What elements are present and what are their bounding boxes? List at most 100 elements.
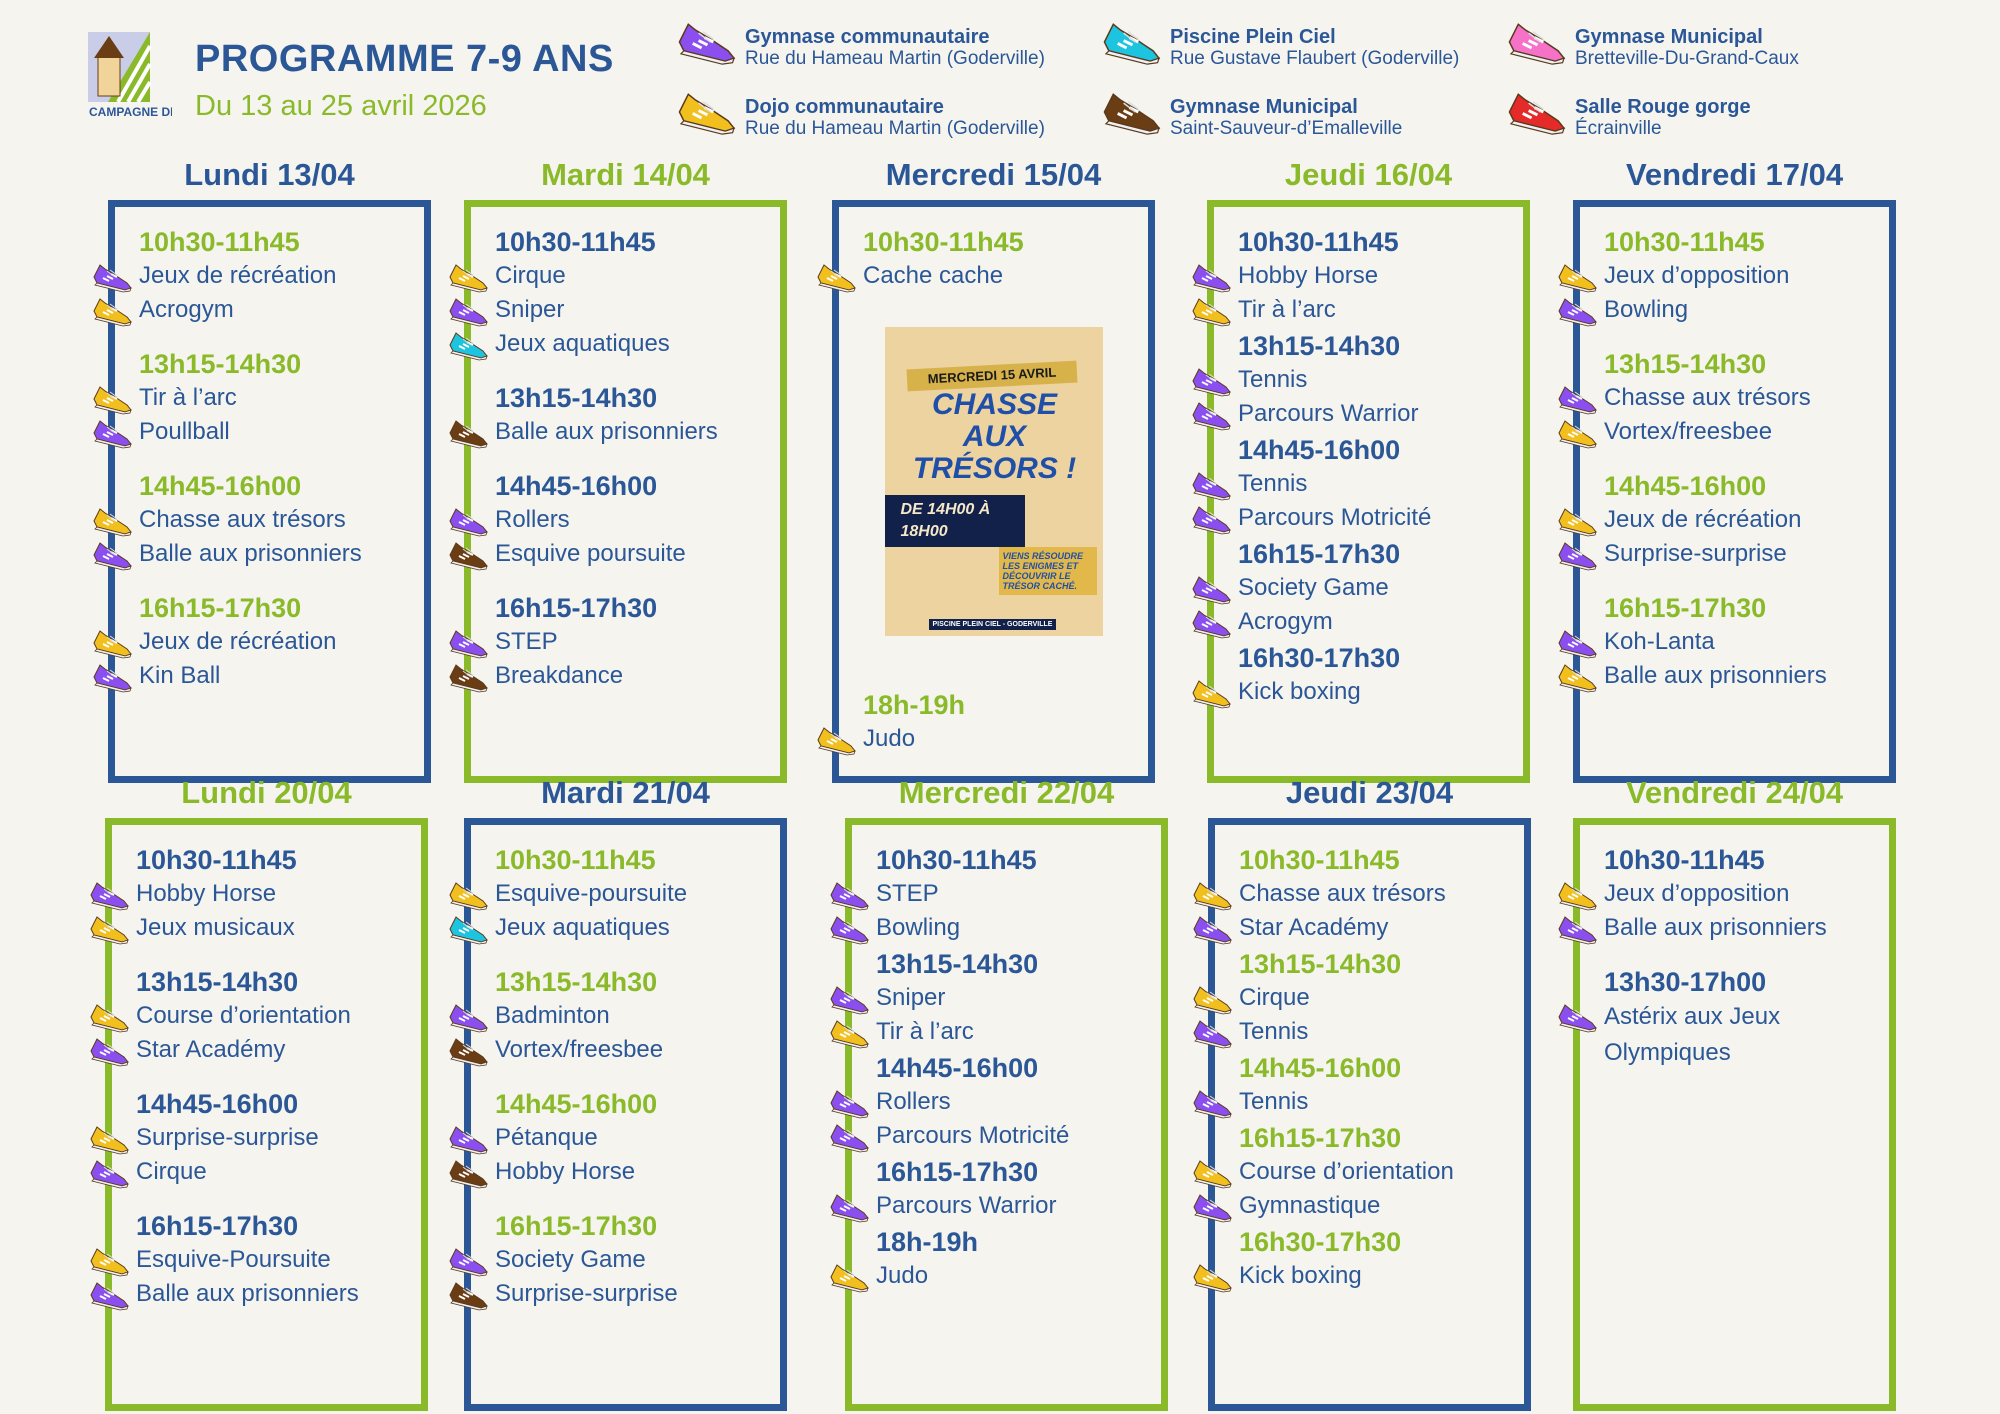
- time-slot: 18h-19h Judo: [830, 1225, 1161, 1293]
- purple-sneaker-icon: [449, 508, 488, 537]
- purple-sneaker-icon: [830, 986, 869, 1015]
- activity: Chasse aux trésors: [93, 503, 424, 537]
- time-slot: 16h15-17h30 Esquive-Poursuite Balle aux …: [90, 1209, 421, 1311]
- time-slot: 13h15-14h30 Tir à l’arc Poullball: [93, 347, 424, 449]
- purple-sneaker-icon: [449, 1004, 488, 1033]
- activity-name: Badminton: [495, 1002, 610, 1029]
- activity-name: Kin Ball: [139, 662, 221, 689]
- activity-name: Tir à l’arc: [139, 384, 237, 411]
- activity-name: Surprise-surprise: [495, 1280, 678, 1307]
- day-box: 10h30-11h45 Cache cache MERCREDI 15 AVRIL…: [817, 200, 1155, 783]
- activity-name: Vortex/freesbee: [1604, 418, 1773, 445]
- time-slot: 16h15-17h30 STEP Breakdance: [449, 591, 780, 693]
- slot-time: 13h15-14h30: [1604, 349, 1767, 379]
- activity: Parcours Warrior: [830, 1189, 1161, 1223]
- activity-name: Jeux d’opposition: [1604, 880, 1790, 907]
- yellow-sneaker-icon: [1193, 882, 1232, 911]
- activity: Jeux de récréation: [1558, 503, 1889, 537]
- purple-sneaker-icon: [1192, 402, 1231, 431]
- activity: Acrogym: [1192, 605, 1523, 639]
- activity: Vortex/freesbee: [449, 1033, 780, 1067]
- activity: STEP: [449, 625, 780, 659]
- activity: Tennis: [1192, 363, 1523, 397]
- chasse-aux-tresors-poster: MERCREDI 15 AVRIL CHASSE AUX TRÉSORS ! DE …: [884, 327, 1103, 636]
- activity-name: Pétanque: [495, 1124, 598, 1151]
- slot-time: 16h15-17h30: [495, 1211, 658, 1241]
- legend-text: Gymnase Municipal Bretteville-Du-Grand-Ca…: [1575, 26, 1799, 69]
- legend-text: Salle Rouge gorge Écrainville: [1575, 96, 1751, 139]
- day-title: Lundi 13/04: [184, 157, 355, 192]
- yellow-sneaker-icon: [90, 1126, 129, 1155]
- activity-name: Tennis: [1238, 366, 1308, 393]
- cyan-sneaker-icon: [1103, 23, 1161, 65]
- activity: Hobby Horse: [449, 1155, 780, 1189]
- purple-sneaker-icon: [1192, 472, 1231, 501]
- activity: Balle aux prisonniers: [1558, 659, 1889, 693]
- slot-time: 10h30-11h45: [876, 845, 1037, 875]
- slot-time: 13h15-14h30: [136, 967, 299, 997]
- slot-time: 10h30-11h45: [495, 227, 656, 257]
- time-slot: 16h30-17h30 Kick boxing: [1193, 1225, 1524, 1293]
- activity-name: Jeux aquatiques: [495, 914, 670, 941]
- activity: Cirque: [449, 259, 780, 293]
- activity: Tennis: [1193, 1085, 1524, 1119]
- activity-name: Jeux de récréation: [139, 628, 337, 655]
- day-title: Jeudi 16/04: [1284, 157, 1453, 192]
- activity: Pétanque: [449, 1121, 780, 1155]
- purple-sneaker-icon: [1558, 1004, 1597, 1033]
- activity: Surprise-surprise: [1558, 537, 1889, 571]
- activity: Sniper: [830, 981, 1161, 1015]
- brown-sneaker-icon: [449, 420, 488, 449]
- time-slot: 14h45-16h00 Rollers Parcours Motricité: [830, 1051, 1161, 1153]
- purple-sneaker-icon: [1193, 916, 1232, 945]
- time-slot: 16h15-17h30 Course d’orientation Gymnast…: [1193, 1121, 1524, 1223]
- activity: Esquive-poursuite: [449, 877, 780, 911]
- activity-name: Tennis: [1239, 1018, 1309, 1045]
- activity: Surprise-surprise: [449, 1277, 780, 1311]
- venue-address: Écrainville: [1575, 118, 1662, 139]
- time-slot: 10h30-11h45 Hobby Horse Tir à l’arc: [1192, 225, 1523, 327]
- activity-name: Rollers: [876, 1088, 951, 1115]
- time-slot: 10h30-11h45 Hobby Horse Jeux musicaux: [90, 843, 421, 945]
- slot-time: 18h-19h: [876, 1227, 979, 1257]
- activity-name: Jeux aquatiques: [495, 330, 670, 357]
- yellow-sneaker-icon: [830, 1264, 869, 1293]
- activity: Jeux aquatiques: [449, 327, 780, 361]
- time-slot: 14h45-16h00 Surprise-surprise Cirque: [90, 1087, 421, 1189]
- day-title: Mercredi 22/04: [898, 775, 1115, 810]
- activity: Esquive poursuite: [449, 537, 780, 571]
- activity-name: Kick boxing: [1239, 1262, 1362, 1289]
- time-slot: 14h45-16h00 Tennis Parcours Motricité: [1192, 433, 1523, 535]
- brown-sneaker-icon: [449, 664, 488, 693]
- activity-name: Cirque: [136, 1158, 207, 1185]
- activity: Tir à l’arc: [1192, 293, 1523, 327]
- purple-sneaker-icon: [90, 882, 129, 911]
- activity: Cirque: [90, 1155, 421, 1189]
- brown-sneaker-icon: [449, 1160, 488, 1189]
- activity: Bowling: [1558, 293, 1889, 327]
- slot-time: 16h15-17h30: [1604, 593, 1767, 623]
- legend-item: Gymnase Municipal Bretteville-Du-Grand-Ca…: [1505, 23, 1799, 69]
- time-slot: 10h30-11h45 Cirque Sniper Jeux aquatique…: [449, 225, 780, 361]
- activity: Jeux d’opposition: [1558, 877, 1889, 911]
- slot-time: 13h15-14h30: [1239, 949, 1402, 979]
- slot-time: 14h45-16h00: [1604, 471, 1767, 501]
- slot-time: 10h30-11h45: [1604, 845, 1765, 875]
- legend-item: Salle Rouge gorge Écrainville: [1505, 93, 1751, 139]
- day-box: 10h30-11h45 Hobby Horse Tir à l’arc 13h15…: [1192, 200, 1530, 783]
- venue-address: Rue du Hameau Martin (Goderville): [745, 118, 1045, 139]
- slot-time: 10h30-11h45: [1604, 227, 1765, 257]
- slot-time: 13h15-14h30: [495, 967, 658, 997]
- brown-sneaker-icon: [449, 1282, 488, 1311]
- yellow-sneaker-icon: [1193, 1264, 1232, 1293]
- activity: Gymnastique: [1193, 1189, 1524, 1223]
- slot-time: 16h15-17h30: [1239, 1123, 1402, 1153]
- cyan-sneaker-icon: [449, 332, 488, 361]
- time-slot: 14h45-16h00 Pétanque Hobby Horse: [449, 1087, 780, 1189]
- slot-time: 10h30-11h45: [495, 845, 656, 875]
- slot-time: 16h30-17h30: [1238, 643, 1401, 673]
- yellow-sneaker-icon: [1558, 508, 1597, 537]
- activity-name: Hobby Horse: [136, 880, 277, 907]
- brown-sneaker-icon: [449, 542, 488, 571]
- activity: Star Académy: [1193, 911, 1524, 945]
